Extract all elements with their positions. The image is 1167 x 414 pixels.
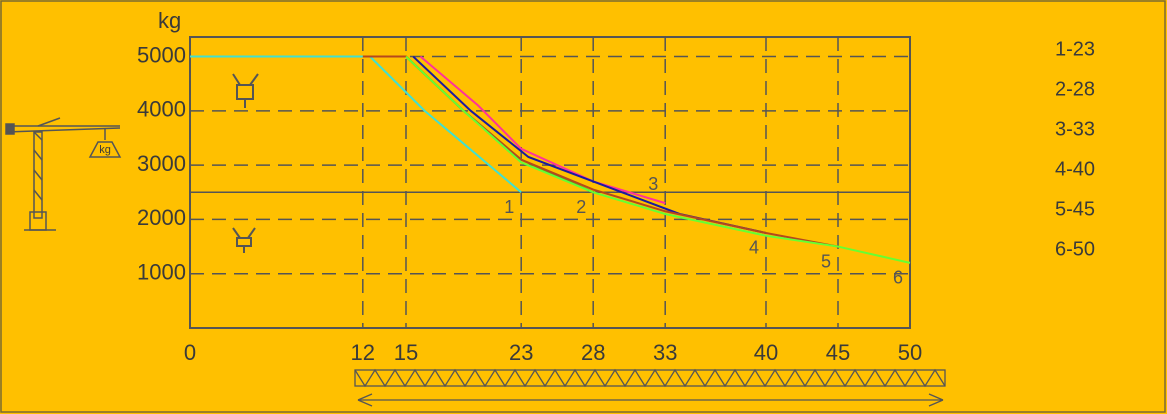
legend-label: 2-28 [1055, 78, 1095, 100]
x-tick-label: 23 [509, 340, 533, 365]
y-tick-label: 4000 [137, 97, 186, 122]
legend-label: 1-23 [1055, 38, 1095, 60]
point-label: 2 [576, 197, 586, 217]
series-line [419, 55, 666, 205]
point-label: 6 [893, 268, 903, 288]
x-tick-label: 28 [581, 340, 605, 365]
x-tick-label: 50 [898, 340, 922, 365]
legend-label: 4-40 [1055, 158, 1095, 180]
series-line [405, 55, 911, 264]
y-tick-label: 1000 [137, 260, 186, 285]
point-label: 3 [648, 174, 658, 194]
x-tick-label: 12 [351, 340, 375, 365]
point-label: 1 [504, 197, 514, 217]
x-tick-label: 0 [184, 340, 196, 365]
x-tick-label: 33 [653, 340, 677, 365]
series-line [190, 55, 522, 194]
x-tick-label: 15 [394, 340, 418, 365]
x-tick-label: 45 [826, 340, 850, 365]
point-label: 4 [749, 238, 759, 258]
hook-icons [232, 73, 259, 253]
y-tick-label: 3000 [137, 151, 186, 176]
crane-icon [5, 117, 122, 231]
icon-text: kg [99, 144, 111, 156]
y-tick-label: 5000 [137, 42, 186, 67]
y-tick-label: 2000 [137, 205, 186, 230]
legend-label: 5-45 [1055, 198, 1095, 220]
point-label: 5 [821, 251, 831, 271]
y-axis-label: kg [158, 8, 181, 33]
legend-label: 6-50 [1055, 238, 1095, 260]
jib-scale [354, 368, 946, 407]
legend-label: 3-33 [1055, 118, 1095, 140]
x-tick-label: 40 [754, 340, 778, 365]
